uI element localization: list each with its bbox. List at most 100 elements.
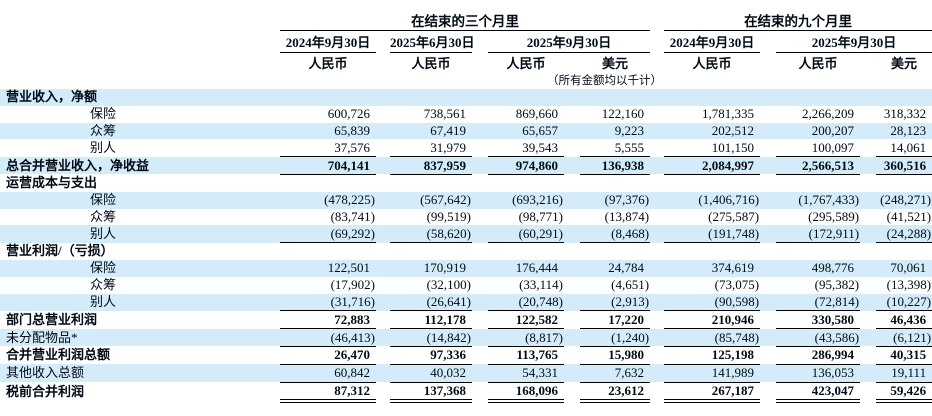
date-header: 2024年9月30日	[664, 30, 761, 53]
spacer-cell	[760, 225, 777, 243]
cell-value	[580, 174, 650, 191]
spacer-cell	[376, 346, 390, 364]
cell-value: 125,198	[664, 346, 761, 365]
cell-value: 2,084,997	[664, 156, 761, 175]
table-row: 未分配物品* (46,413) (14,842) (8,817) (1,240) (85,…	[0, 328, 932, 347]
cell-value	[664, 174, 760, 191]
group-gap	[650, 346, 664, 364]
table-row: 保险 (478,225) (567,642) (693,216) (97,376) (1,…	[0, 191, 932, 209]
table-row: 众筹 (83,741) (99,519) (98,771) (13,874) (275,5…	[0, 209, 932, 226]
cell-value: (41,521)	[886, 208, 932, 224]
spacer-cell	[564, 156, 580, 175]
spacer-cell	[472, 139, 488, 156]
row-label: 保险	[0, 191, 280, 209]
cell-value: 17,220	[580, 310, 651, 330]
spacer-cell	[564, 191, 580, 209]
date-header-row: 2024年9月30日 2025年6月30日 2025年9月30日 2024年9月…	[0, 30, 932, 53]
cell-value: 869,660	[515, 106, 558, 122]
table-row: 众筹 (17,902) (32,100) (33,114) (4,651) (73,075…	[0, 277, 932, 294]
row-label: 别人	[0, 225, 280, 243]
cell-value: 2,266,209	[802, 106, 855, 122]
cell-value: 330,580	[776, 310, 861, 330]
spacer-cell	[376, 311, 390, 329]
cell-value: 360,516	[876, 156, 932, 175]
cell-value: (14,842)	[390, 328, 472, 347]
cell-value: 40,315	[876, 346, 932, 365]
cell-value: 37,576	[334, 139, 370, 155]
spacer-cell	[376, 174, 390, 191]
spacer-cell	[564, 382, 580, 401]
cell-value: (83,741)	[330, 208, 375, 224]
group-gap	[650, 191, 665, 209]
spacer-cell	[860, 293, 877, 311]
cell-value: (32,100)	[426, 277, 471, 293]
row-label: 众筹	[90, 208, 117, 224]
cell-value: 200,207	[776, 122, 861, 140]
cell-value: 286,994	[776, 346, 861, 365]
spacer-cell	[564, 53, 580, 73]
spacer-cell	[760, 89, 777, 106]
cell-value	[776, 174, 860, 191]
financial-table: 在结束的三个月里 在结束的九个月里 2024年9月30日 2025年6月30日 …	[0, 8, 932, 404]
spacer-cell	[564, 277, 580, 294]
cell-value: (1,767,433)	[776, 191, 861, 209]
spacer-cell	[760, 243, 776, 260]
cell-value: 136,938	[580, 156, 651, 175]
spacer-cell	[564, 174, 580, 191]
cell-value: (97,376)	[580, 191, 651, 209]
spacer-cell	[376, 89, 390, 106]
cell-value: (72,814)	[776, 293, 861, 311]
currency-header: 人民币	[506, 56, 546, 71]
cell-value: 318,332	[883, 106, 927, 122]
spacer-cell	[760, 122, 777, 140]
group-gap	[650, 243, 664, 260]
spacer-cell	[472, 122, 488, 140]
cell-value: 7,632	[580, 364, 651, 383]
cell-value: (172,911)	[776, 225, 861, 244]
spacer-cell	[472, 106, 488, 123]
cell-value	[488, 243, 564, 260]
group-gap	[650, 382, 664, 401]
currency-header: 人民币	[692, 56, 732, 71]
group-gap	[650, 122, 665, 140]
spacer-cell	[376, 382, 390, 401]
cell-value: (8,817)	[488, 328, 564, 347]
cell-value: 14,061	[890, 139, 927, 155]
cell-value: (191,748)	[664, 225, 761, 244]
cell-value	[664, 243, 760, 260]
spacer-cell	[376, 122, 390, 140]
table-row: 合并营业利润总额 26,470 97,336 113,765 15,980 125,198…	[0, 346, 932, 365]
spacer-cell	[760, 328, 777, 347]
cell-value: 176,444	[488, 259, 564, 277]
spacer-cell	[860, 311, 876, 329]
cell-value: (4,651)	[611, 277, 650, 293]
spacer-cell	[760, 382, 776, 401]
spacer-cell	[376, 243, 390, 260]
cell-value: 26,470	[280, 346, 376, 365]
spacer-cell	[376, 364, 390, 383]
cell-value	[580, 243, 650, 260]
row-label: 别人	[90, 140, 117, 156]
cell-value	[280, 174, 376, 191]
spacer-cell	[376, 156, 390, 175]
date-header: 2025年9月30日	[488, 30, 651, 53]
spacer-cell	[760, 346, 776, 364]
spacer-cell	[472, 277, 488, 294]
table-row: 运营成本与支出	[0, 174, 932, 191]
spacer-cell	[472, 174, 488, 191]
spacer-cell	[376, 139, 390, 156]
cell-value: (26,641)	[390, 293, 472, 311]
spacer-cell	[472, 346, 488, 364]
cell-value: 974,860	[488, 156, 564, 175]
cell-value: (248,271)	[876, 191, 932, 209]
cell-value: 202,512	[664, 122, 761, 140]
spacer-cell	[564, 209, 580, 226]
spacer-cell	[472, 225, 488, 243]
row-label: 保险	[0, 259, 280, 277]
spacer-cell	[564, 364, 580, 383]
cell-value: (567,642)	[390, 191, 472, 209]
table-row: 营业利润/（亏损）	[0, 243, 932, 260]
table-row: 总合并营业收入，净收益 704,141 837,959 974,860 136,938 2…	[0, 156, 932, 175]
cell-value: 498,776	[776, 259, 861, 277]
spacer-cell	[376, 259, 390, 277]
